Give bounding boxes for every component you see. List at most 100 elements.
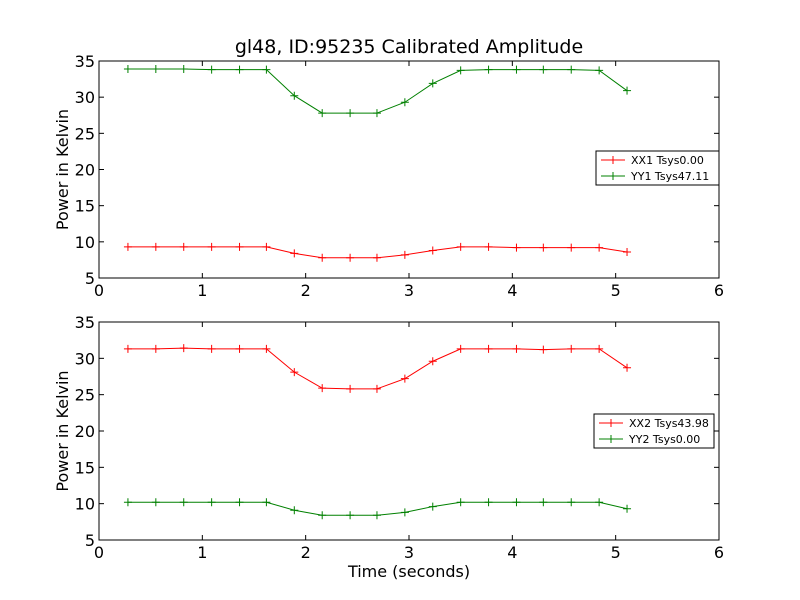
chart-title: gl48, ID:95235 Calibrated Amplitude xyxy=(235,36,583,58)
data-point xyxy=(235,242,244,251)
data-point xyxy=(539,498,548,507)
data-point xyxy=(372,109,381,118)
data-point xyxy=(346,384,355,393)
data-point xyxy=(512,65,521,74)
data-point xyxy=(207,498,216,507)
data-point xyxy=(207,242,216,251)
data-point xyxy=(151,344,160,353)
data-point xyxy=(235,344,244,353)
legend-box xyxy=(593,413,715,449)
data-point xyxy=(400,508,409,517)
y-tick-label: 35 xyxy=(75,313,95,332)
data-point xyxy=(456,242,465,251)
x-tick-label: 1 xyxy=(197,281,207,300)
data-point xyxy=(290,91,299,100)
legend-marker xyxy=(609,156,617,164)
data-point xyxy=(235,498,244,507)
x-tick-label: 0 xyxy=(94,543,104,562)
y-tick-label: 25 xyxy=(75,386,95,405)
data-point xyxy=(262,65,271,74)
data-point xyxy=(428,246,437,255)
data-point xyxy=(456,498,465,507)
data-point xyxy=(123,498,132,507)
y-tick-label: 5 xyxy=(85,531,95,550)
y-tick-label: 20 xyxy=(75,422,95,441)
x-tick-label: 5 xyxy=(611,281,621,300)
data-point xyxy=(623,363,632,372)
y-tick-label: 15 xyxy=(75,197,95,216)
data-point xyxy=(372,511,381,520)
data-point xyxy=(123,344,132,353)
x-tick-label: 3 xyxy=(404,543,414,562)
y-tick-label: 35 xyxy=(75,52,95,71)
data-point xyxy=(372,253,381,262)
data-point xyxy=(290,368,299,377)
data-point xyxy=(346,253,355,262)
y-tick-label: 5 xyxy=(85,269,95,288)
data-point xyxy=(207,344,216,353)
data-point xyxy=(290,506,299,515)
data-point xyxy=(179,64,188,73)
x-tick-label: 4 xyxy=(507,281,517,300)
y-tick-label: 30 xyxy=(75,349,95,368)
series-line-1 xyxy=(127,246,628,259)
data-point xyxy=(318,109,327,118)
data-point xyxy=(428,357,437,366)
data-point xyxy=(428,79,437,88)
x-tick-label: 2 xyxy=(301,543,311,562)
series-line-2 xyxy=(127,501,628,516)
data-point xyxy=(623,504,632,513)
y-tick-label: 25 xyxy=(75,124,95,143)
legend-marker xyxy=(609,172,617,180)
data-point xyxy=(456,66,465,75)
y-tick-label: 30 xyxy=(75,88,95,107)
legend: XX1 Tsys0.00 YY1 Tsys47.11 xyxy=(595,150,720,186)
data-point xyxy=(595,344,604,353)
data-point xyxy=(179,344,188,353)
data-point xyxy=(567,243,576,252)
data-point xyxy=(567,498,576,507)
data-point xyxy=(346,109,355,118)
x-tick-label: 1 xyxy=(197,543,207,562)
x-tick-label: 6 xyxy=(714,543,724,562)
data-point xyxy=(567,65,576,74)
data-point xyxy=(539,345,548,354)
data-point xyxy=(262,242,271,251)
data-point xyxy=(484,344,493,353)
legend-marker xyxy=(607,419,615,427)
x-tick-label: 5 xyxy=(611,543,621,562)
series-group xyxy=(123,64,632,262)
data-point xyxy=(512,498,521,507)
data-point xyxy=(539,243,548,252)
data-point xyxy=(456,344,465,353)
data-point xyxy=(484,498,493,507)
data-point xyxy=(372,384,381,393)
y-tick-label: 10 xyxy=(75,233,95,252)
data-point xyxy=(484,65,493,74)
data-point xyxy=(179,242,188,251)
data-point xyxy=(484,242,493,251)
data-point xyxy=(512,243,521,252)
data-point xyxy=(151,498,160,507)
data-point xyxy=(428,502,437,511)
data-point xyxy=(123,64,132,73)
data-point xyxy=(151,242,160,251)
y-axis-label: Power in Kelvin xyxy=(53,370,72,491)
data-point xyxy=(318,253,327,262)
data-point xyxy=(623,86,632,95)
data-point xyxy=(400,250,409,259)
legend-entry: YY1 Tsys47.11 xyxy=(630,170,709,183)
data-point xyxy=(567,344,576,353)
data-point xyxy=(262,344,271,353)
data-point xyxy=(512,344,521,353)
data-point xyxy=(123,242,132,251)
data-point xyxy=(235,65,244,74)
data-point xyxy=(179,498,188,507)
legend-marker xyxy=(607,435,615,443)
subplot-1: gl48, ID:95235 Calibrated Amplitude 0 1 2 3 4… xyxy=(53,36,724,300)
data-point xyxy=(623,247,632,256)
data-point xyxy=(595,66,604,75)
legend: XX2 Tsys43.98 YY2 Tsys0.00 xyxy=(593,413,715,449)
data-point xyxy=(400,374,409,383)
data-point xyxy=(346,511,355,520)
